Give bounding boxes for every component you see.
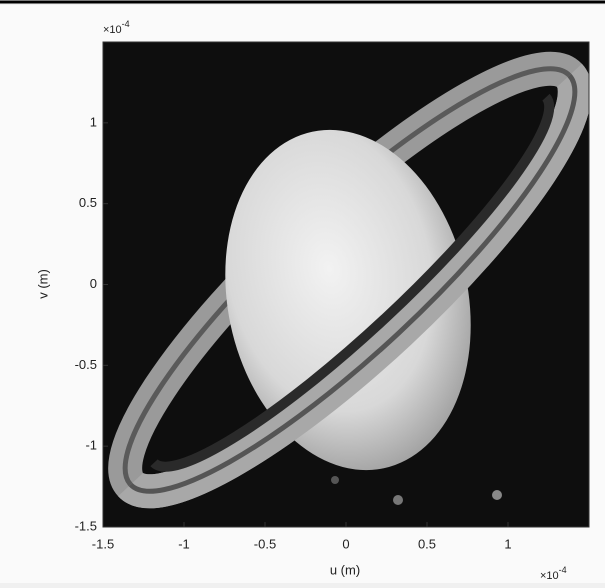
x-axis-label: u (m) bbox=[330, 562, 360, 577]
x-tick-label: 0.5 bbox=[418, 536, 436, 551]
y-tick-label: 0.5 bbox=[79, 195, 97, 210]
y-tick-label: -0.5 bbox=[75, 357, 97, 372]
x-tick-label: -0.5 bbox=[254, 536, 276, 551]
y-tick-label: -1 bbox=[85, 438, 97, 453]
x-tick-label: 1 bbox=[504, 536, 511, 551]
x-tick-label: -1 bbox=[178, 536, 190, 551]
x-tick-label: 0 bbox=[342, 536, 349, 551]
x-tick-label: -1.5 bbox=[92, 536, 114, 551]
figure: u (m) v (m) ×10-4 ×10-4 -1.5-1-0.500.51-… bbox=[0, 0, 605, 583]
y-axis-label: v (m) bbox=[35, 269, 50, 299]
image bbox=[81, 23, 605, 538]
y-tick-label: 0 bbox=[90, 276, 97, 291]
y-tick-label: 1 bbox=[90, 114, 97, 129]
y-tick-label: -1.5 bbox=[75, 518, 97, 533]
